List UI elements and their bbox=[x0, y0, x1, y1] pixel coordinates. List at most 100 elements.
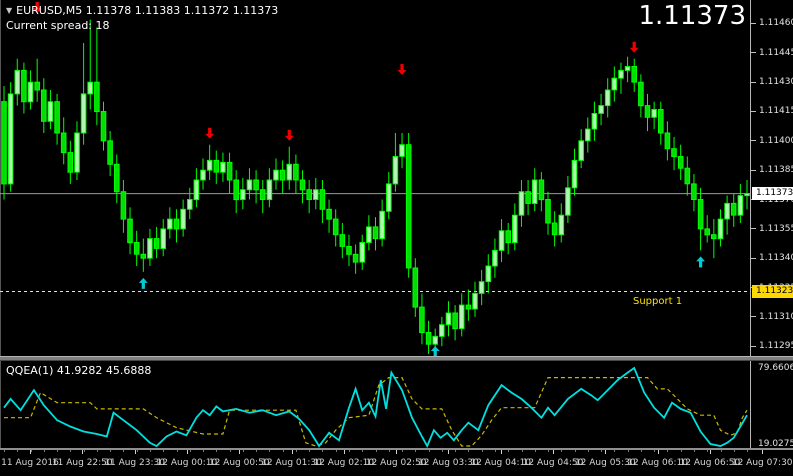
candle-body bbox=[644, 105, 651, 118]
candle-body bbox=[87, 81, 94, 95]
price-axis[interactable]: 1.11460 1.11445 1.11430 1.11415 1.11400 1.113… bbox=[750, 0, 793, 450]
time-axis-minor-tick bbox=[362, 450, 364, 452]
time-axis-minor-tick bbox=[309, 450, 311, 452]
qqe-fast-line bbox=[3, 366, 748, 448]
candle-body bbox=[213, 159, 220, 173]
time-axis-minor-tick bbox=[548, 450, 549, 452]
candle-body bbox=[518, 191, 525, 216]
time-axis-minor-tick bbox=[667, 450, 669, 452]
candle-body bbox=[266, 179, 273, 201]
symbol-header[interactable]: ▼ EURUSD,M5 1.11378 1.11383 1.11372 1.113… bbox=[6, 4, 278, 17]
time-axis-minor-tick bbox=[123, 450, 125, 452]
main-chart-area[interactable] bbox=[0, 0, 750, 356]
candle-body bbox=[531, 179, 538, 204]
candle-body bbox=[127, 218, 133, 244]
candle-body bbox=[366, 226, 372, 243]
time-axis-minor-tick bbox=[494, 450, 496, 452]
candle-body bbox=[730, 202, 737, 216]
candle-body bbox=[478, 281, 485, 294]
price-axis-label: 1.11400 bbox=[759, 135, 793, 146]
time-axis-minor-tick bbox=[295, 450, 297, 452]
sell-signal-arrow-icon bbox=[629, 41, 639, 53]
time-axis-minor-tick bbox=[521, 450, 523, 452]
time-axis-label: 12 Aug 00:50 bbox=[208, 458, 270, 468]
time-axis-minor-tick bbox=[654, 450, 656, 452]
candle-body bbox=[193, 179, 200, 201]
candle-body bbox=[445, 312, 452, 326]
time-axis-minor-tick bbox=[747, 450, 748, 452]
candle-body bbox=[717, 218, 724, 240]
time-axis-minor-tick bbox=[57, 450, 59, 452]
time-axis-minor-tick bbox=[388, 450, 390, 452]
candle-body bbox=[677, 156, 684, 169]
indicator-min-label: 19.0275 bbox=[758, 439, 793, 449]
candle-body bbox=[658, 109, 664, 134]
candle-body bbox=[558, 214, 565, 236]
price-axis-label: 1.11430 bbox=[759, 77, 793, 88]
candle-body bbox=[651, 109, 657, 118]
candles-layer bbox=[1, 19, 750, 354]
candle-body bbox=[671, 148, 677, 157]
time-axis-tick bbox=[657, 450, 659, 454]
time-axis-tick bbox=[82, 450, 84, 454]
sell-signal-arrow-icon bbox=[397, 64, 407, 75]
candle-body bbox=[167, 218, 173, 230]
candle-body bbox=[379, 210, 385, 240]
candle-body bbox=[253, 179, 259, 191]
candle-body bbox=[591, 113, 598, 130]
candle-body bbox=[153, 238, 160, 249]
candle-body bbox=[691, 183, 697, 200]
time-axis-label: 11 Aug 2016 bbox=[1, 458, 59, 468]
time-axis-minor-tick bbox=[43, 450, 45, 452]
candle-body bbox=[697, 199, 704, 230]
price-axis-tick bbox=[751, 345, 756, 347]
candle-body bbox=[21, 69, 27, 103]
price-axis-label: 1.11385 bbox=[759, 165, 793, 176]
time-axis-minor-tick bbox=[4, 450, 5, 452]
candle-body bbox=[419, 306, 425, 334]
time-axis-tick bbox=[291, 450, 293, 454]
sell-signal-arrow-icon bbox=[205, 127, 215, 139]
time-axis[interactable]: 11 Aug 2016 11 Aug 22:50 11 Aug 23:30 12 Au… bbox=[0, 450, 793, 476]
candle-body bbox=[160, 228, 166, 249]
indicator-pane[interactable] bbox=[0, 361, 750, 448]
candle-body bbox=[346, 246, 352, 255]
candle-body bbox=[737, 195, 744, 216]
symbol-dropdown-icon[interactable]: ▼ bbox=[6, 6, 13, 15]
time-axis-tick bbox=[343, 450, 345, 454]
time-axis-minor-tick bbox=[402, 450, 403, 452]
candle-body bbox=[240, 189, 246, 200]
time-axis-minor-tick bbox=[229, 450, 231, 452]
current-price-tag: 1.11373 bbox=[752, 187, 793, 201]
candle-body bbox=[259, 189, 266, 200]
time-axis-minor-tick bbox=[176, 450, 178, 452]
candle-body bbox=[618, 69, 624, 79]
candle-body bbox=[200, 169, 206, 181]
buy-signal-arrow-icon bbox=[696, 256, 705, 268]
pane-separator[interactable] bbox=[0, 356, 793, 361]
time-axis-minor-tick bbox=[375, 450, 377, 452]
candle-body bbox=[306, 189, 312, 200]
candle-body bbox=[565, 187, 571, 216]
sell-signal-arrow-icon bbox=[284, 129, 294, 141]
time-axis-tick bbox=[134, 450, 136, 454]
price-axis-tick bbox=[751, 228, 756, 230]
time-axis-minor-tick bbox=[83, 450, 85, 452]
price-axis-tick bbox=[751, 257, 756, 259]
candle-body bbox=[571, 159, 578, 189]
candle-body bbox=[512, 214, 518, 244]
price-axis-tick bbox=[751, 140, 756, 142]
time-axis-minor-tick bbox=[70, 450, 72, 452]
time-axis-label: 12 Aug 06:50 bbox=[679, 458, 741, 468]
time-axis-tick bbox=[186, 450, 188, 454]
time-axis-minor-tick bbox=[680, 450, 682, 452]
candle-body bbox=[538, 179, 545, 201]
time-axis-minor-tick bbox=[203, 450, 204, 452]
candle-body bbox=[286, 163, 293, 181]
price-axis-label: 1.11355 bbox=[759, 223, 793, 234]
candle-body bbox=[180, 208, 186, 230]
support-line-label[interactable]: Support 1 bbox=[633, 296, 683, 307]
time-axis-minor-tick bbox=[30, 450, 32, 452]
time-axis-tick bbox=[30, 450, 31, 454]
candle-body bbox=[319, 189, 326, 210]
